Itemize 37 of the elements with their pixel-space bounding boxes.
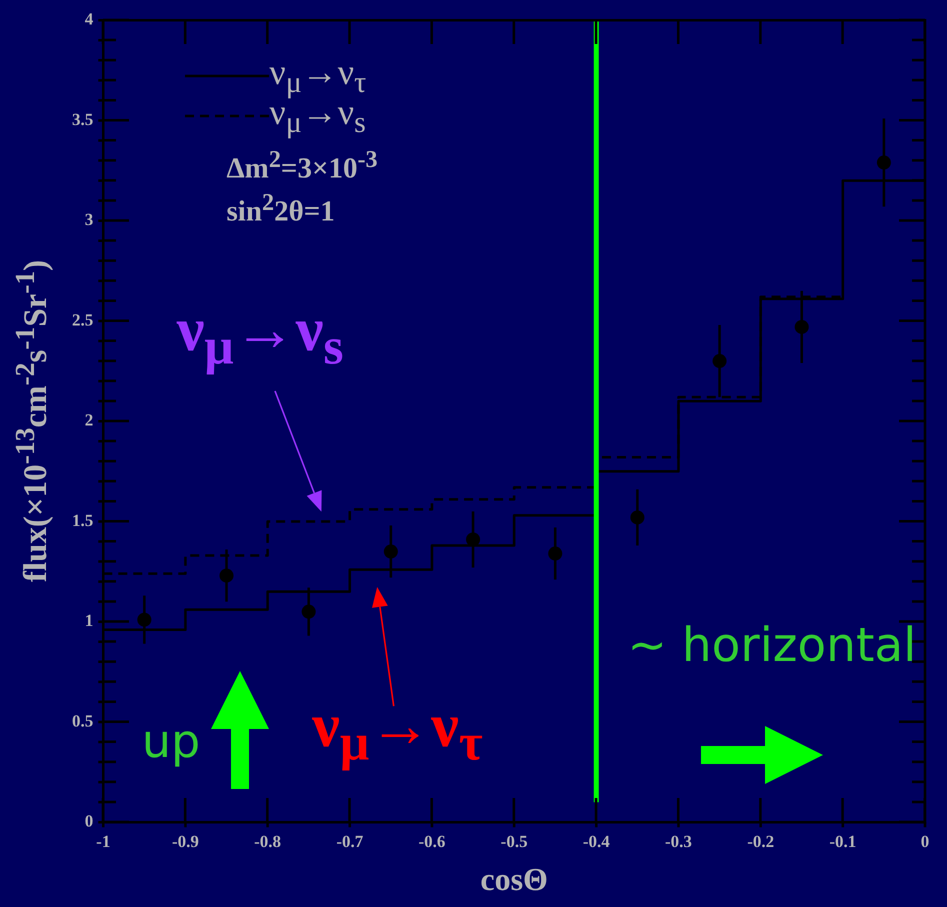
x-tick-label: -0.5 bbox=[500, 832, 528, 851]
x-axis-title: cosΘ bbox=[480, 861, 548, 898]
point bbox=[712, 354, 727, 368]
x-tick-label: -0.9 bbox=[172, 832, 199, 851]
x-tick-label: -0.8 bbox=[254, 832, 282, 851]
y-tick-label: 1 bbox=[84, 611, 94, 630]
x-tick-label: -0.2 bbox=[747, 832, 774, 851]
y-tick-label: 3.5 bbox=[72, 110, 94, 129]
point bbox=[548, 546, 562, 561]
y-tick-label: 3 bbox=[84, 210, 94, 230]
annotation: sin$^{2}$2θ=1 bbox=[226, 189, 335, 229]
y-tick-label: 0.5 bbox=[72, 711, 94, 730]
point bbox=[137, 612, 152, 627]
x-tick-label: -0.3 bbox=[665, 832, 692, 851]
point bbox=[630, 510, 644, 524]
x-tick-label: -0.4 bbox=[582, 832, 610, 851]
point bbox=[466, 532, 480, 546]
annotation: ν$_{μ}$→ν$_{τ}$ bbox=[312, 691, 483, 772]
y-tick-label: 0 bbox=[84, 812, 94, 831]
x-tick-label: -1 bbox=[96, 832, 110, 851]
x-tick-label: -0.1 bbox=[829, 832, 856, 851]
x-tick-label: -0.7 bbox=[336, 832, 364, 851]
point bbox=[384, 544, 398, 559]
y-tick-label: 1.5 bbox=[72, 510, 94, 530]
y-tick-label: 2.5 bbox=[72, 310, 94, 330]
point bbox=[876, 156, 891, 170]
point bbox=[794, 320, 809, 334]
y-tick-label: 2 bbox=[84, 410, 94, 430]
annotation: up bbox=[142, 714, 200, 768]
point bbox=[220, 568, 234, 583]
x-tick-label: -0.6 bbox=[418, 832, 446, 851]
annotation: ν$_{μ}$→ν$_{s}$ bbox=[176, 296, 344, 377]
annotation: ~ horizontal bbox=[628, 618, 916, 674]
annotation: Δm$^{2}$=3×10$^{-3}$ bbox=[226, 146, 378, 186]
y-tick-label: 4 bbox=[84, 10, 94, 29]
x-tick-label: 0 bbox=[920, 832, 930, 851]
point bbox=[302, 604, 316, 619]
